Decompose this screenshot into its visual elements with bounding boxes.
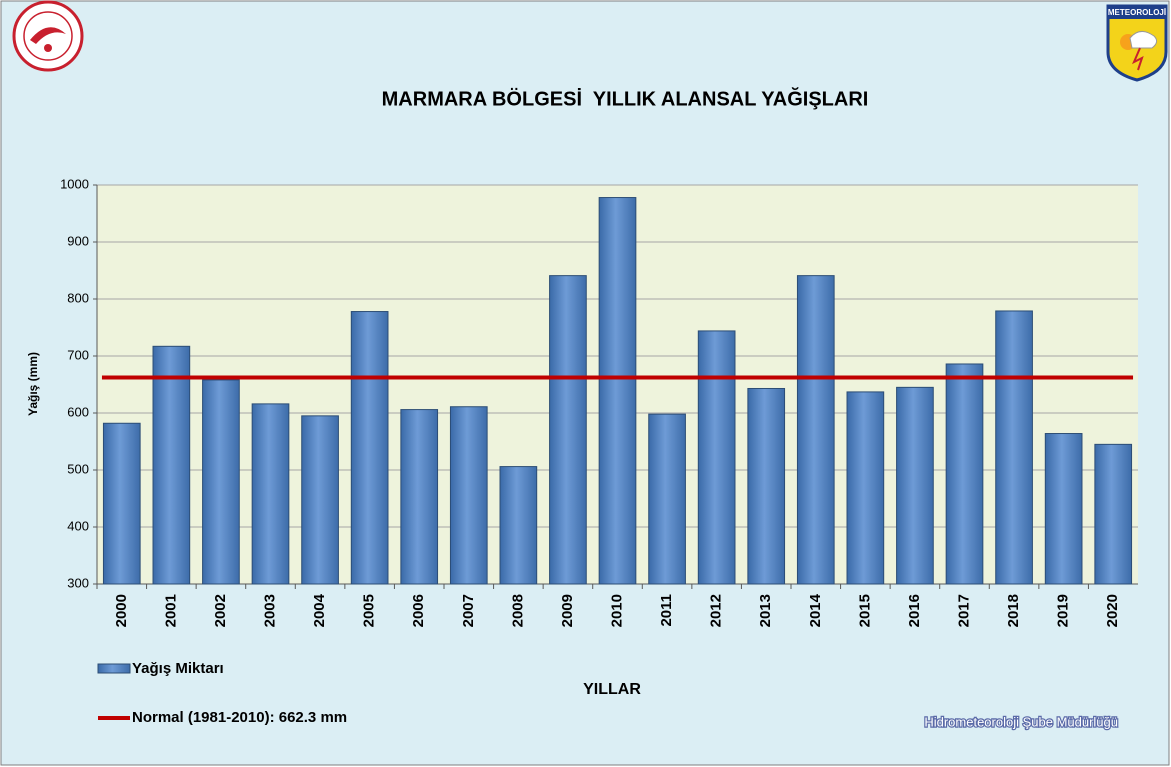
x-tick-label: 2012 bbox=[708, 594, 725, 627]
bar bbox=[846, 391, 885, 585]
bar bbox=[251, 403, 290, 585]
bar bbox=[1094, 443, 1133, 585]
x-tick-label: 2007 bbox=[460, 594, 477, 627]
bar bbox=[350, 311, 389, 585]
bar bbox=[400, 409, 439, 585]
x-tick-label: 2015 bbox=[856, 594, 873, 627]
x-tick-label: 2004 bbox=[311, 593, 328, 627]
x-axis-label: YILLAR bbox=[583, 681, 641, 698]
footer: Hidrometeoroloji Şube Müdürlüğü bbox=[924, 714, 1118, 729]
y-tick-label: 300 bbox=[67, 575, 89, 590]
legend-swatch bbox=[97, 663, 131, 674]
right-logo: METEOROLOJİ bbox=[1106, 4, 1168, 82]
x-tick-label: 2001 bbox=[162, 594, 179, 627]
y-tick-label: 900 bbox=[67, 233, 89, 248]
y-tick-label: 700 bbox=[67, 347, 89, 362]
bar bbox=[152, 345, 191, 585]
bar bbox=[896, 386, 934, 585]
x-tick-label: 2018 bbox=[1005, 594, 1022, 627]
x-tick-label: 2016 bbox=[906, 594, 923, 627]
y-axis-label: Yağış (mm) bbox=[26, 352, 40, 416]
legend-label: Yağış Miktarı bbox=[132, 660, 224, 677]
legend-label: Normal (1981-2010): 662.3 mm bbox=[132, 709, 347, 726]
x-tick-label: 2009 bbox=[559, 594, 576, 627]
x-tick-label: 2005 bbox=[361, 594, 378, 627]
y-tick-label: 400 bbox=[67, 518, 89, 533]
bar bbox=[449, 406, 488, 585]
bar bbox=[796, 275, 835, 585]
x-tick-label: 2010 bbox=[608, 594, 625, 627]
bar bbox=[202, 379, 240, 585]
bar bbox=[499, 466, 538, 585]
x-tick-label: 2013 bbox=[757, 594, 774, 627]
y-tick-label: 500 bbox=[67, 461, 89, 476]
x-tick-label: 2011 bbox=[658, 594, 675, 627]
bar bbox=[995, 310, 1033, 585]
x-tick-label: 2014 bbox=[807, 593, 824, 627]
x-tick-label: 2002 bbox=[212, 594, 229, 627]
left-logo bbox=[12, 0, 84, 72]
x-tick-label: 2017 bbox=[955, 594, 972, 627]
bar bbox=[945, 363, 984, 585]
chart-title: MARMARA BÖLGESİ YILLIK ALANSAL YAĞIŞLARI bbox=[382, 86, 869, 110]
bar bbox=[598, 197, 637, 585]
bar bbox=[648, 413, 686, 585]
y-tick-label: 600 bbox=[67, 404, 89, 419]
x-tick-label: 2008 bbox=[509, 594, 526, 627]
y-tick-label: 1000 bbox=[60, 176, 89, 191]
x-tick-label: 2020 bbox=[1104, 594, 1121, 627]
bar bbox=[301, 415, 339, 585]
bar bbox=[747, 387, 786, 585]
y-tick-label: 800 bbox=[67, 290, 89, 305]
bar bbox=[549, 275, 587, 585]
logo-text: METEOROLOJİ bbox=[1108, 8, 1166, 17]
bar bbox=[1044, 433, 1083, 585]
bar bbox=[697, 330, 736, 585]
x-tick-label: 2003 bbox=[261, 594, 278, 627]
x-tick-label: 2006 bbox=[410, 594, 427, 627]
x-tick-label: 2019 bbox=[1055, 594, 1072, 627]
bar bbox=[102, 422, 141, 585]
x-tick-label: 2000 bbox=[113, 594, 130, 627]
